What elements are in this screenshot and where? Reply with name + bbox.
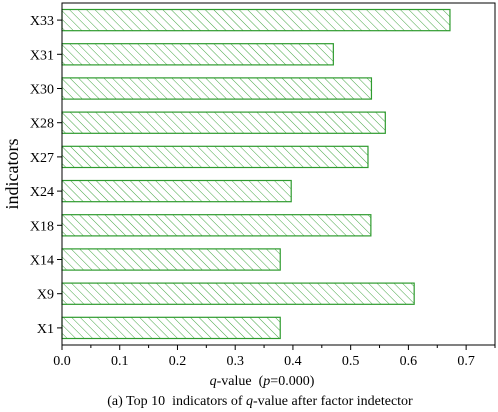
y-tick-label: X14 bbox=[30, 254, 54, 269]
x-tick-label: 0.5 bbox=[342, 354, 360, 369]
caption-prefix: (a) Top 10 indicators of bbox=[107, 394, 246, 409]
y-tick-label: X33 bbox=[30, 14, 54, 29]
y-tick-label: X24 bbox=[30, 185, 54, 200]
x-tick-label: 0.7 bbox=[457, 354, 475, 369]
y-axis-title: indicators bbox=[2, 139, 22, 210]
bar-x30 bbox=[61, 77, 373, 100]
plot-frame bbox=[61, 2, 496, 346]
caption-var: q bbox=[246, 394, 253, 409]
x-axis-title-var: q bbox=[210, 374, 217, 389]
bar-x31 bbox=[61, 43, 334, 66]
x-axis-title-p-value: =0.000) bbox=[270, 374, 314, 389]
y-tick-label: X1 bbox=[37, 322, 54, 337]
y-axis: X1 X9 X14 X18 X24 X27 X28 X30 X31 X33 bbox=[30, 14, 62, 337]
x-tick-label: 0.4 bbox=[284, 354, 302, 369]
x-tick-label: 0.0 bbox=[53, 354, 71, 369]
y-tick-label: X27 bbox=[30, 151, 54, 166]
bar-x18 bbox=[61, 214, 372, 237]
y-tick-label: X30 bbox=[30, 83, 54, 98]
bar-x28 bbox=[61, 111, 386, 134]
x-tick-label: 0.6 bbox=[400, 354, 418, 369]
chart-caption: (a) Top 10 indicators of q-value after f… bbox=[107, 394, 413, 409]
caption-suffix: -value after factor indetector bbox=[253, 394, 413, 409]
y-tick-label: X28 bbox=[30, 117, 54, 132]
y-tick-label: X31 bbox=[30, 48, 54, 63]
x-tick-label: 0.1 bbox=[111, 354, 129, 369]
bar-x1 bbox=[61, 316, 281, 340]
x-axis-title: q-value (p=0.000) bbox=[210, 374, 315, 389]
y-tick-label: X9 bbox=[37, 288, 54, 303]
bars-layer bbox=[61, 8, 451, 340]
x-tick-label: 0.3 bbox=[226, 354, 244, 369]
x-tick-label: 0.2 bbox=[169, 354, 187, 369]
x-axis: 0.0 0.1 0.2 0.3 0.4 0.5 0.6 0.7 bbox=[53, 345, 496, 369]
bar-x14 bbox=[61, 248, 281, 271]
y-tick-label: X18 bbox=[30, 219, 54, 234]
x-axis-title-p: p bbox=[262, 374, 270, 389]
x-axis-title-suffix: -value ( bbox=[217, 374, 264, 389]
bar-x24 bbox=[61, 179, 292, 203]
bar-x9 bbox=[61, 282, 415, 305]
bar-x33 bbox=[61, 8, 451, 32]
bar-x27 bbox=[61, 145, 369, 169]
